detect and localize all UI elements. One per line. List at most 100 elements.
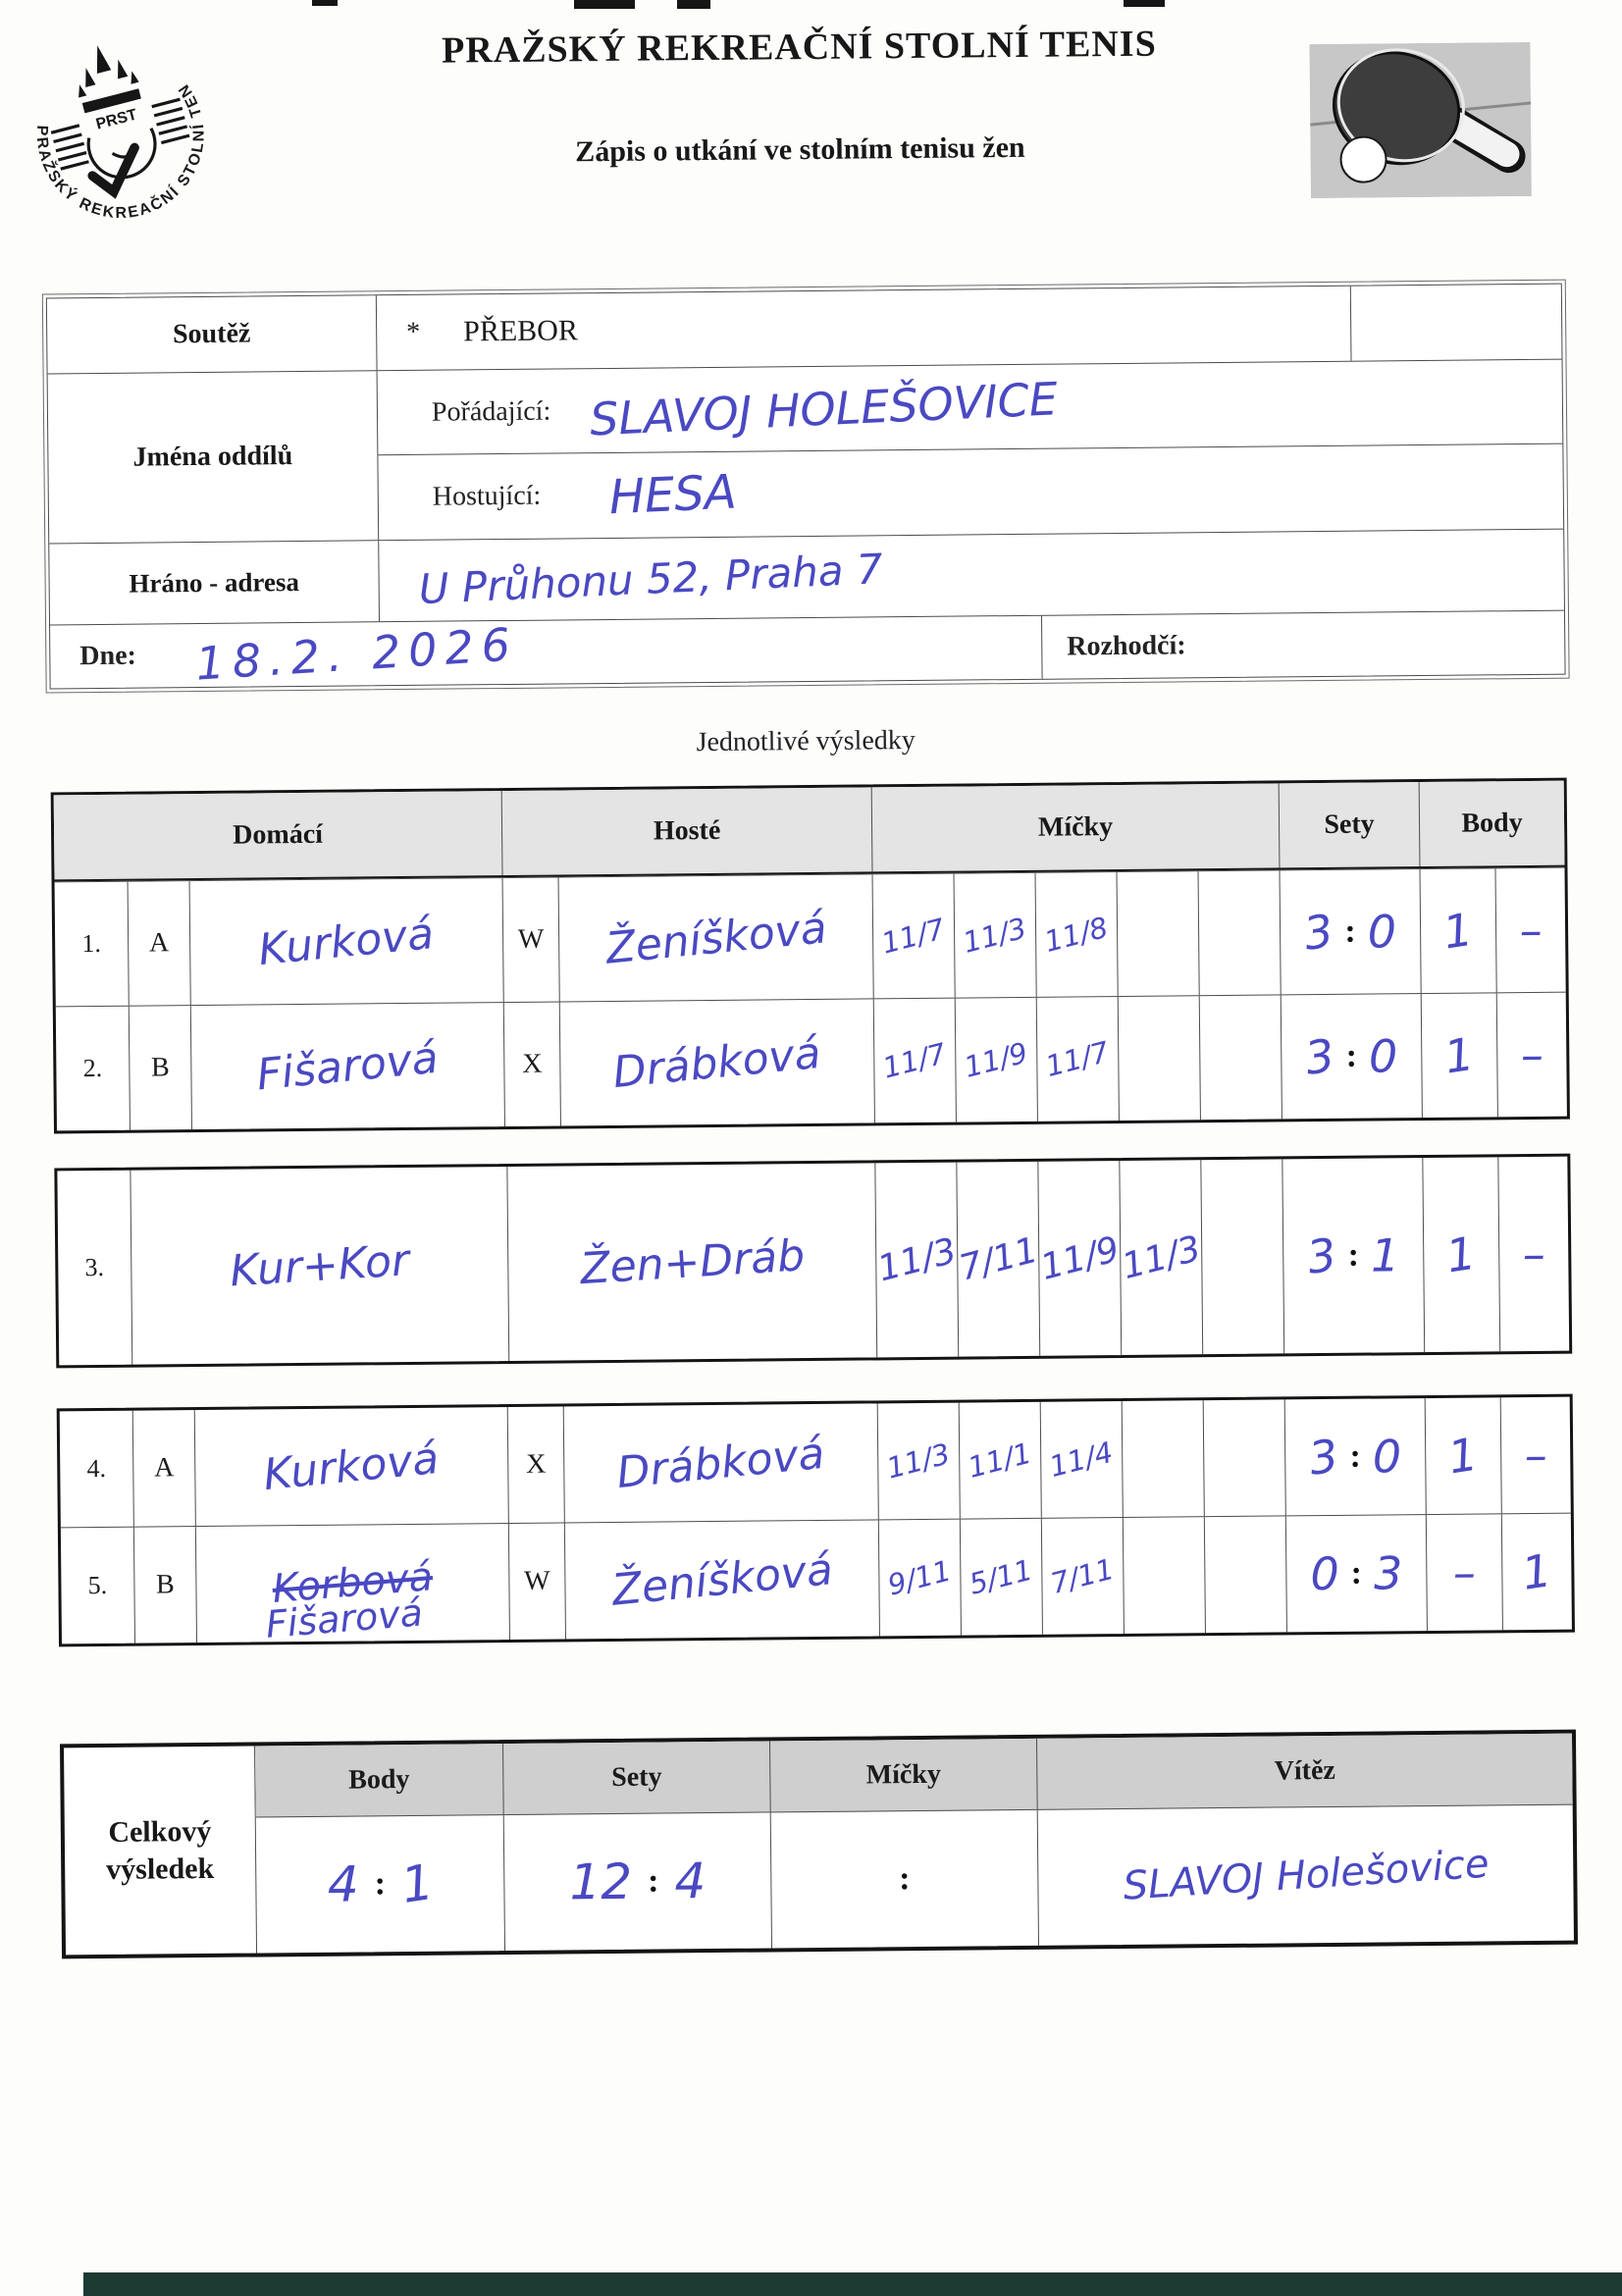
col-domaci: Domácí [233,818,324,851]
micky-score: 11/9 [961,1035,1032,1084]
micky-score: 5/11 [966,1552,1037,1601]
sety-colon: : [1349,1437,1362,1475]
guest-player: Drábková [610,1027,823,1098]
guest-team-row: Hostující: HESA [378,444,1563,541]
summary-header-row: Body Sety Míčky Vítěz [255,1733,1573,1818]
match-number: 1. [81,928,102,959]
ball-outline [86,128,157,180]
sety-colon: : [1347,1236,1360,1274]
page-subtitle: Zápis o utkání ve stolním tenisu žen [575,130,1025,169]
guest-letter: X [502,1002,560,1127]
summary-micky-cell: : [769,1809,1039,1949]
sety-home: 3 [1300,904,1337,961]
scan-artifact [1124,0,1165,7]
summary-micky-colon: : [898,1860,911,1898]
sety-guest: 1 [1370,1228,1400,1282]
summary-col-sety: Sety [502,1741,770,1815]
ball-icon [1339,135,1387,183]
results-table-doubles: 3. Kur+Kor Žen+Dráb 11/3 7/11 11/9 11/3 … [54,1153,1573,1369]
competition-value: PŘEBOR [463,314,579,348]
body-guest: – [1522,1226,1546,1281]
body-home: 1 [1444,1427,1482,1485]
summary-winner-cell: SLAVOJ Holešovice [1036,1804,1574,1946]
scan-artifact [312,0,338,6]
summary-sety-colon: : [647,1862,659,1900]
sety-guest: 0 [1372,1430,1402,1484]
micky-score: 7/11 [955,1229,1042,1289]
paddle-illustration [1309,41,1532,199]
teams-label: Jména oddílů [132,441,293,473]
match-number: 2. [82,1053,103,1083]
micky-score: 11/7 [878,912,949,961]
home-player: Kurková [256,908,437,975]
venue-label: Hráno - adresa [129,566,300,599]
micky-score: 11/3 [883,1436,955,1486]
teams-row: Jména oddílů Pořádající: SLAVOJ HOLEŠOVI… [47,358,1564,544]
referee-cell: Rozhodčí: [1040,610,1565,679]
date-label: Dne: [79,640,137,672]
sety-colon: : [1345,1037,1358,1074]
match-number: 3. [84,1252,105,1282]
referee-label: Rozhodčí: [1067,630,1186,662]
results-table-singles-1: Domácí Hosté Míčky Sety Body 1. A Kurkov… [50,777,1570,1134]
guest-letter: W [507,1523,565,1641]
col-micky: Míčky [870,783,1280,872]
sety-home: 3 [1305,1429,1342,1486]
micky-score: 11/1 [965,1435,1036,1485]
guest-player: Ženíšková [609,1543,835,1616]
micky-score: 11/8 [1041,910,1112,960]
body-guest: – [1524,1428,1547,1483]
body-guest: 1 [1518,1543,1555,1600]
competition-value-cell: * PŘEBOR [375,286,1351,371]
scan-artifact [677,0,710,9]
body-home: 1 [1439,902,1477,960]
body-home: – [1452,1545,1477,1599]
results-table-singles-2: 4. A Kurková X Drábková 11/3 11/1 11/4 3… [56,1393,1575,1647]
date-value: 18.2. 2026 [193,617,519,691]
guest-team-name: HESA [608,464,739,526]
home-letter: B [132,1527,197,1644]
results-header-row: Domácí Hosté Míčky Sety Body [53,780,1565,882]
home-team-label: Pořádající: [431,395,551,428]
home-letter: A [131,1410,195,1527]
club-logo-stamp: PRAŽSKÝ REKREAČNÍ STOLNÍ TENIS [0,3,227,246]
col-hoste: Hosté [500,787,872,876]
match-row-1: 1. A Kurková W Ženíšková 11/7 11/3 11/8 … [54,866,1566,1007]
col-sety: Sety [1278,782,1420,868]
sety-colon: : [1344,913,1356,950]
micky-score: 11/3 [873,1230,961,1290]
guest-player: Drábková [614,1428,827,1498]
micky-score: 11/7 [1042,1034,1114,1084]
micky-score: 11/4 [1046,1435,1118,1485]
competition-row: Soutěž * PŘEBOR [47,284,1562,374]
venue-value-cell: U Průhonu 52, Praha 7 [378,529,1564,622]
guest-team-label: Hostující: [432,480,542,512]
logo-abbr: PRST [94,106,139,132]
summary-label-line1: Celkový [108,1814,212,1849]
home-team-row: Pořádající: SLAVOJ HOLEŠOVICE [377,359,1563,456]
match-number: 5. [87,1570,108,1600]
body-guest: – [1520,1027,1544,1082]
match-row-4: 4. A Kurková X Drábková 11/3 11/1 11/4 3… [60,1396,1571,1528]
guest-letter: X [506,1406,564,1524]
paddle-photo [1309,41,1532,203]
summary-body-cell: 4 : 1 [256,1815,504,1953]
venue-row: Hráno - adresa U Průhonu 52, Praha 7 [49,528,1564,625]
micky-score: 11/3 [1118,1227,1205,1287]
body-home: 1 [1440,1026,1478,1084]
match-info-table: Soutěž * PŘEBOR Jména oddílů Pořádající:… [41,279,1570,694]
sety-guest: 0 [1368,1029,1398,1083]
star-mark: * [406,316,421,347]
summary-body-colon: : [374,1865,387,1903]
summary-sety-home: 12 [569,1852,633,1911]
summary-label-line2: výsledek [106,1852,215,1886]
summary-winner: SLAVOJ Holešovice [1122,1841,1491,1909]
sety-guest: 0 [1367,905,1397,959]
summary-body-home: 4 [327,1855,359,1913]
page-title: PRAŽSKÝ REKREAČNÍ STOLNÍ TENIS [441,23,1157,72]
body-home: 1 [1442,1226,1480,1283]
summary-sety-guest: 4 [674,1852,706,1910]
match-row-3: 3. Kur+Kor Žen+Dráb 11/3 7/11 11/9 11/3 … [57,1156,1570,1366]
club-logo: PRAŽSKÝ REKREAČNÍ STOLNÍ TENIS [0,3,249,270]
